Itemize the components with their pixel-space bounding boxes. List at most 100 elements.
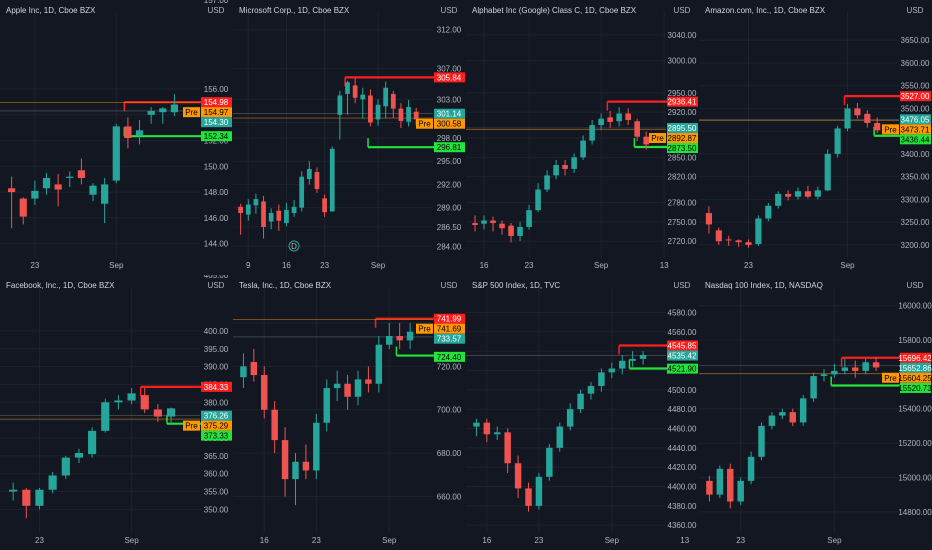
price-chart[interactable]: USD157.00156.00154.00152.00150.00148.001… (0, 0, 233, 275)
candle[interactable] (546, 447, 553, 477)
candle[interactable] (824, 153, 831, 191)
candle[interactable] (9, 489, 18, 492)
dividend-marker-icon[interactable]: D (288, 240, 300, 252)
candle[interactable] (354, 379, 362, 397)
candle[interactable] (112, 126, 120, 181)
support-price-tag[interactable]: 4521.90 (667, 363, 698, 374)
candle[interactable] (737, 480, 744, 502)
candle[interactable] (580, 140, 586, 158)
last-price-tag[interactable]: 154.30 (201, 117, 232, 128)
support-price-tag[interactable]: 373.33 (201, 430, 232, 441)
price-chart[interactable]: USD3040.003000.002950.002920.002880.0028… (466, 0, 699, 275)
candle[interactable] (352, 85, 358, 98)
support-price-tag[interactable]: 3436.44 (900, 134, 931, 145)
candle[interactable] (598, 118, 604, 126)
candle[interactable] (31, 190, 39, 199)
pre-price-tag[interactable]: 300.58 (434, 118, 465, 129)
candle[interactable] (727, 468, 734, 502)
candle[interactable] (587, 385, 595, 394)
last-price-tag[interactable]: 301.14 (434, 108, 465, 119)
price-axis[interactable] (667, 275, 699, 550)
candle[interactable] (386, 336, 393, 345)
candle[interactable] (494, 432, 501, 435)
candle[interactable] (562, 165, 568, 169)
candle[interactable] (261, 201, 266, 227)
candle[interactable] (706, 480, 713, 495)
candle[interactable] (74, 452, 84, 458)
candle[interactable] (268, 213, 274, 222)
candle[interactable] (375, 344, 383, 384)
support-price-tag[interactable]: 2873.50 (667, 143, 698, 154)
candle[interactable] (775, 193, 782, 206)
candle[interactable] (831, 370, 838, 375)
candle[interactable] (607, 117, 613, 122)
candle[interactable] (514, 463, 522, 489)
candle[interactable] (643, 136, 649, 145)
candle[interactable] (639, 355, 647, 359)
candle[interactable] (365, 379, 372, 384)
candle[interactable] (284, 209, 289, 224)
candle[interactable] (240, 366, 247, 378)
chart-panel-tsla[interactable]: USD740.00720.00700.00680.00660.00741.997… (233, 275, 466, 550)
candle[interactable] (504, 432, 511, 464)
candle[interactable] (629, 358, 636, 361)
candle[interactable] (77, 170, 85, 178)
price-axis[interactable] (900, 275, 932, 550)
candle[interactable] (874, 122, 881, 131)
candle[interactable] (854, 108, 861, 116)
candle[interactable] (785, 193, 792, 197)
candle[interactable] (153, 409, 162, 417)
pre-price-tag[interactable]: 741.69 (434, 323, 465, 334)
candle[interactable] (147, 110, 155, 115)
candle[interactable] (794, 191, 802, 197)
chart-panel-spx[interactable]: USD4580.004560.004540.004520.004500.0044… (466, 275, 699, 550)
resistance-price-tag[interactable]: 4545.85 (667, 340, 698, 351)
candle[interactable] (799, 398, 807, 423)
pre-price-tag[interactable]: 2892.87 (667, 133, 698, 144)
candle[interactable] (834, 128, 841, 154)
candle[interactable] (166, 408, 176, 417)
candle[interactable] (61, 457, 70, 476)
candle[interactable] (625, 113, 631, 120)
candle[interactable] (413, 111, 419, 120)
candle[interactable] (758, 425, 765, 457)
candle[interactable] (322, 198, 327, 213)
candle[interactable] (245, 204, 251, 215)
candle[interactable] (862, 362, 869, 371)
candle[interactable] (88, 430, 97, 455)
candle[interactable] (19, 198, 27, 217)
candle[interactable] (22, 489, 31, 506)
candle[interactable] (517, 226, 523, 236)
candle[interactable] (114, 400, 123, 403)
candle[interactable] (291, 206, 297, 214)
candle[interactable] (368, 95, 373, 123)
candle[interactable] (238, 206, 243, 214)
candle[interactable] (789, 412, 796, 423)
candle[interactable] (589, 125, 595, 141)
candle[interactable] (8, 188, 16, 193)
candle[interactable] (483, 422, 491, 435)
candle[interactable] (535, 476, 543, 506)
resistance-price-tag[interactable]: 15696.42 (898, 352, 932, 363)
candle[interactable] (35, 489, 44, 506)
support-price-tag[interactable]: 15520.73 (898, 382, 932, 393)
candle[interactable] (735, 240, 742, 243)
candle[interactable] (140, 395, 149, 410)
candle[interactable] (54, 184, 62, 190)
candle[interactable] (747, 456, 755, 481)
candle[interactable] (314, 172, 320, 190)
candle[interactable] (779, 412, 786, 416)
support-price-tag[interactable]: 152.34 (201, 131, 232, 142)
last-price-tag[interactable]: 3476.05 (900, 114, 931, 125)
candle[interactable] (250, 362, 258, 376)
candle[interactable] (619, 360, 626, 369)
candle[interactable] (101, 184, 109, 204)
resistance-price-tag[interactable]: 384.33 (201, 381, 232, 392)
chart-panel-googl[interactable]: USD3040.003000.002950.002920.002880.0028… (466, 0, 699, 275)
price-chart[interactable]: DUSD312.00307.00303.00300.00298.00295.00… (233, 0, 466, 275)
candle[interactable] (841, 367, 849, 371)
candle[interactable] (556, 426, 563, 448)
candle[interactable] (872, 362, 880, 368)
candle[interactable] (406, 107, 411, 122)
price-chart[interactable]: USD3650.003600.003550.003500.003450.0034… (699, 0, 932, 275)
